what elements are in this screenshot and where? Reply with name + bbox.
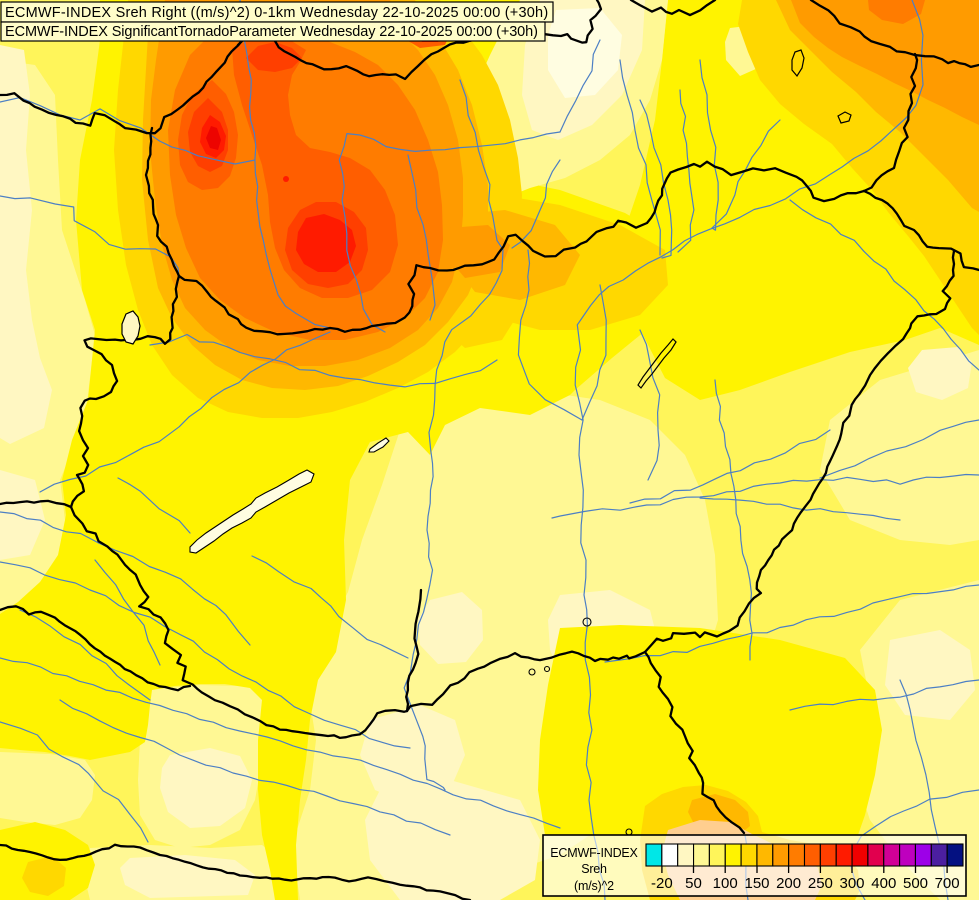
svg-text:-20: -20 xyxy=(651,875,673,892)
svg-text:ECMWF-INDEX SignificantTornado: ECMWF-INDEX SignificantTornadoParameter … xyxy=(5,24,538,40)
svg-text:300: 300 xyxy=(839,875,864,892)
svg-text:(m/s)^2: (m/s)^2 xyxy=(574,879,614,893)
svg-text:50: 50 xyxy=(685,875,702,892)
svg-text:500: 500 xyxy=(903,875,928,892)
svg-text:Sreh: Sreh xyxy=(581,862,607,876)
svg-text:ECMWF-INDEX Sreh Right ((m/s)^: ECMWF-INDEX Sreh Right ((m/s)^2) 0-1km W… xyxy=(5,5,548,21)
svg-text:100: 100 xyxy=(713,875,738,892)
svg-text:150: 150 xyxy=(744,875,769,892)
svg-text:ECMWF-INDEX: ECMWF-INDEX xyxy=(550,846,638,860)
svg-text:250: 250 xyxy=(808,875,833,892)
svg-text:700: 700 xyxy=(935,875,960,892)
svg-text:200: 200 xyxy=(776,875,801,892)
svg-text:400: 400 xyxy=(871,875,896,892)
